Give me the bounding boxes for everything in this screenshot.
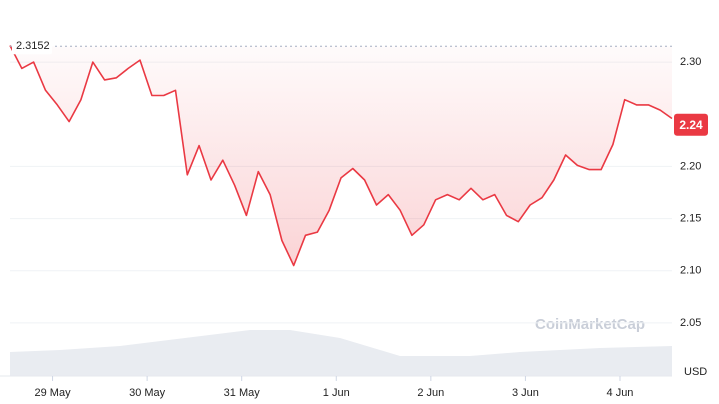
x-tick-label: 4 Jun: [607, 387, 634, 399]
y-tick-label: 2.05: [680, 317, 701, 329]
x-tick-label: 1 Jun: [323, 387, 350, 399]
x-tick-label: 30 May: [129, 387, 166, 399]
y-tick-label: 2.30: [680, 56, 701, 68]
price-line: [9, 45, 673, 267]
reference-label: 2.3152: [16, 40, 50, 52]
area-fill: [10, 45, 672, 266]
current-price-label: 2.24: [679, 118, 703, 132]
x-tick-label: 31 May: [224, 387, 261, 399]
watermark: CoinMarketCap: [535, 316, 645, 333]
x-tick-label: 29 May: [35, 387, 72, 399]
y-tick-label: 2.10: [680, 265, 701, 277]
y-tick-label: 2.20: [680, 160, 701, 172]
reference-label-bg: [12, 38, 52, 55]
current-price-badge: [674, 113, 708, 136]
x-tick-label: 3 Jun: [512, 387, 539, 399]
y-axis-label: USD: [684, 366, 707, 378]
y-tick-label: 2.15: [680, 212, 701, 224]
volume-area: [10, 330, 672, 376]
x-tick-label: 2 Jun: [417, 387, 444, 399]
